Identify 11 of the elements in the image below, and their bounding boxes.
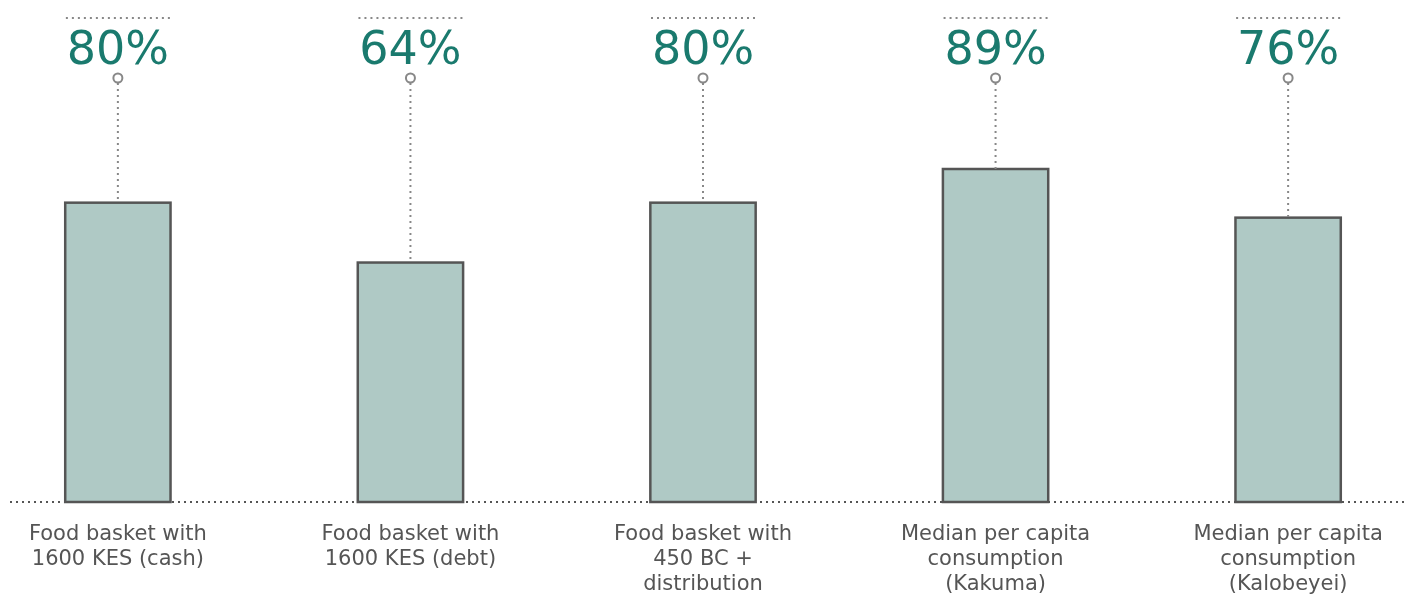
x-tick-label: Food basket with 1600 KES (debt) (321, 521, 500, 570)
data-label: 89% (944, 21, 1047, 75)
x-tick-label: Median per capita consumption (Kalobeyei) (1193, 521, 1383, 595)
x-tick-label: Median per capita consumption (Kakuma) (900, 521, 1091, 595)
data-label: 80% (66, 21, 169, 75)
x-tick-label: Food basket with 1600 KES (cash) (28, 521, 207, 570)
data-label: 76% (1237, 21, 1340, 75)
bar (356, 261, 465, 504)
data-label: 64% (359, 21, 462, 75)
data-label: 80% (651, 21, 755, 75)
x-tick-label: Food basket with 450 BC + distribution (614, 521, 792, 595)
